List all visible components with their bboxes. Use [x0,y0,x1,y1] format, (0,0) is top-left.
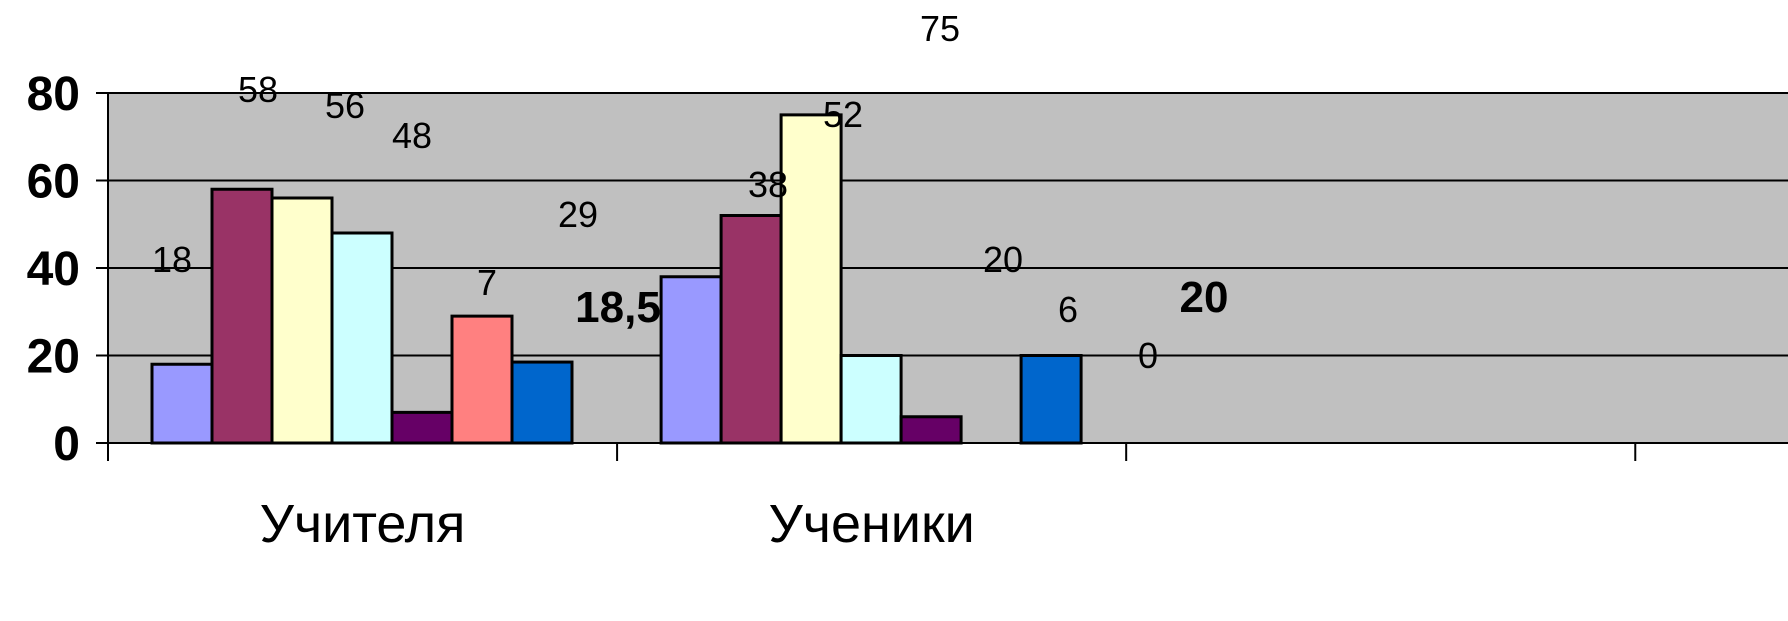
bar [1019,354,1083,445]
bar [390,410,454,445]
data-label: 18,5 [575,283,661,332]
y-tick-label: 60 [27,156,80,209]
data-label: 75 [920,8,960,49]
bar [450,314,514,445]
data-labels: 18 38 58 52 56 75 48 20 7 6 29 0 18,5 20 [152,8,1229,376]
bar [839,354,903,445]
bar [330,231,394,445]
data-label: 58 [238,69,278,110]
bar [779,113,843,445]
data-label: 7 [477,262,497,303]
bar [150,362,214,445]
y-tick-label: 40 [27,243,80,296]
data-label: 0 [1138,335,1158,376]
bar [510,360,574,445]
bar [659,275,723,445]
data-label: 52 [823,94,863,135]
bar [899,415,963,445]
data-label: 6 [1058,289,1078,330]
bar [270,196,334,445]
y-tick-label: 80 [27,68,80,121]
data-label: 20 [1180,273,1229,322]
category-label: Ученики [769,494,975,554]
y-tick-labels: 0 20 40 60 80 [27,68,80,471]
bars [150,113,1083,445]
bar [719,214,783,445]
category-labels: Учителя Ученики [260,494,975,554]
data-label: 29 [558,194,598,235]
axes [96,92,1788,461]
data-label: 20 [983,239,1023,280]
data-label: 18 [152,239,192,280]
data-label: 56 [325,85,365,126]
data-label: 48 [392,115,432,156]
bar [210,187,274,445]
data-label: 38 [748,164,788,205]
category-label: Учителя [260,494,466,554]
y-tick-label: 0 [53,418,80,471]
y-tick-label: 20 [27,331,80,384]
